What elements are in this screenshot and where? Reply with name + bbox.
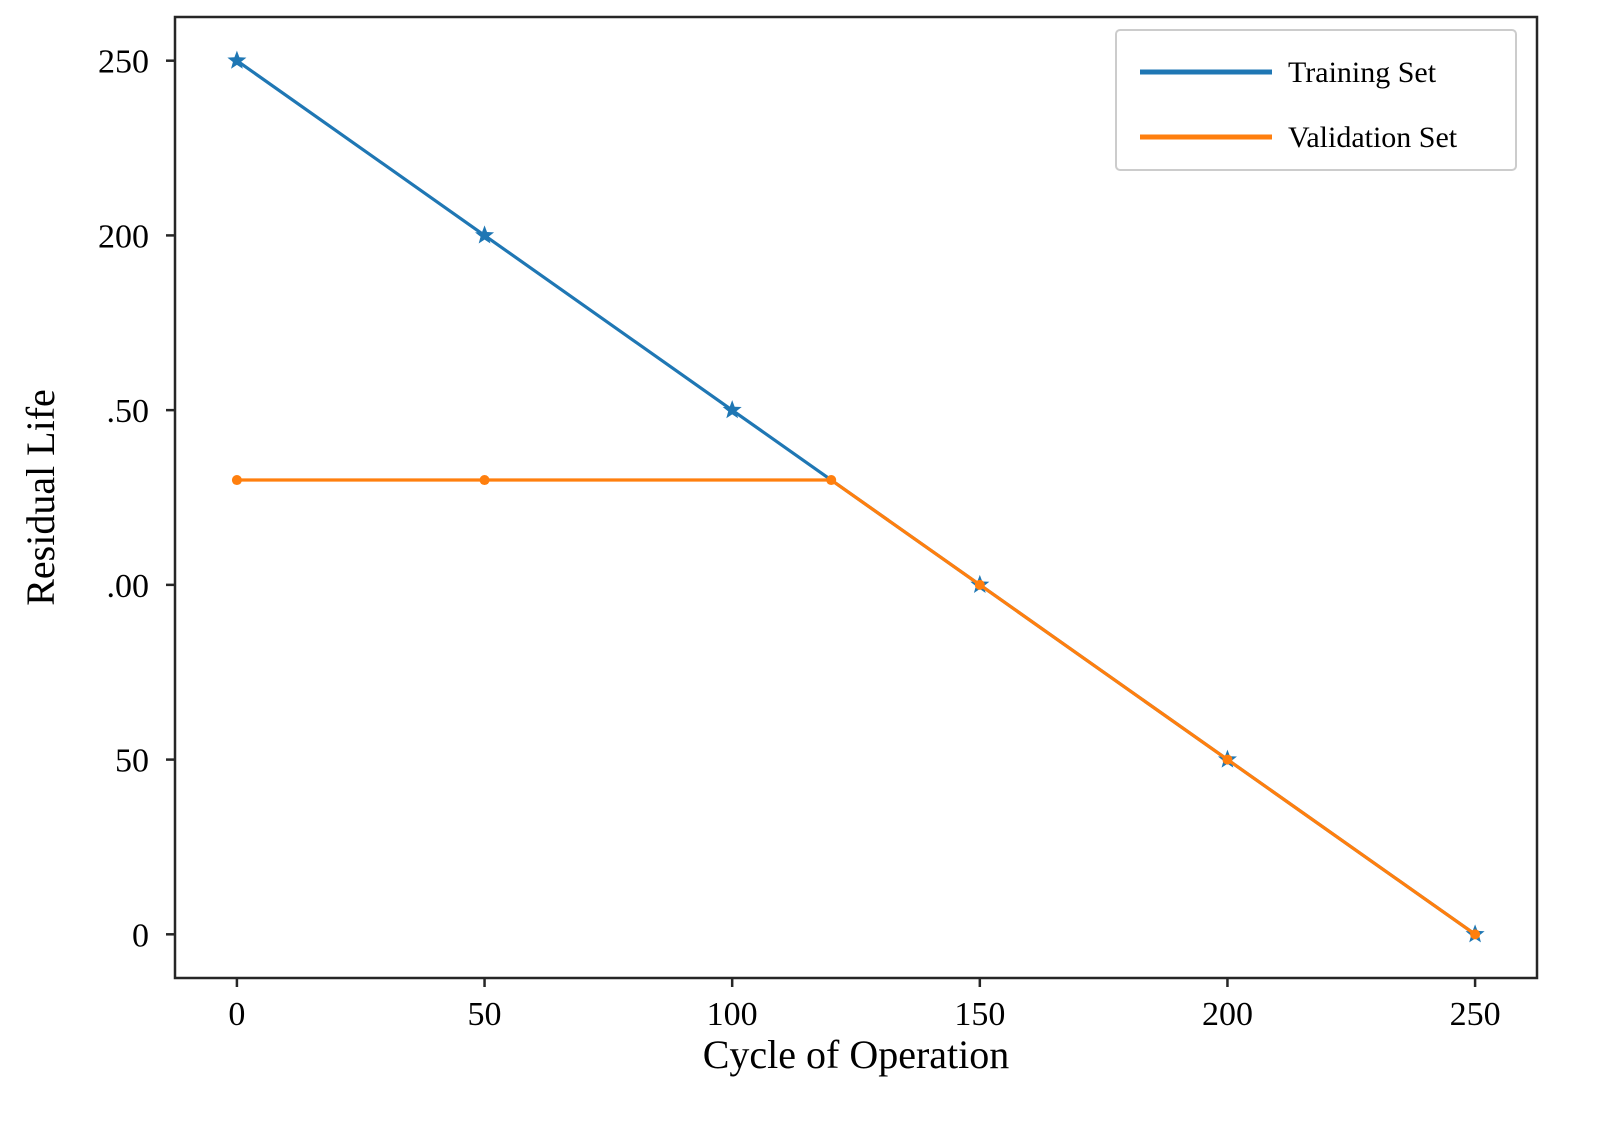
data-point-validation (974, 579, 985, 590)
y-tick-label: .50 (107, 393, 150, 430)
data-point-validation (1222, 754, 1233, 765)
axes-frame (173, 15, 1539, 980)
legend-label: Validation Set (1288, 121, 1458, 154)
data-point-training (227, 50, 247, 69)
axes: 0 50 100 150 200 250 0 50 .00 .50 200 250 (98, 15, 1539, 1033)
x-axis-title: Cycle of Operation (703, 1032, 1010, 1077)
data-point-validation (231, 475, 242, 486)
legend: Training Set Validation Set (1115, 29, 1517, 171)
y-tick-label: 200 (98, 218, 149, 255)
y-tick-label: 0 (132, 917, 149, 954)
series-line-validation-set (236, 478, 1477, 936)
x-tick-label: 100 (707, 996, 758, 1033)
legend-label: Training Set (1288, 56, 1437, 89)
x-tick-label: 250 (1450, 996, 1501, 1033)
y-tick-label: 250 (98, 44, 149, 81)
data-point-validation (479, 475, 490, 486)
data-point-validation (826, 475, 837, 486)
plot-area (227, 50, 1485, 943)
x-tick-label: 200 (1202, 996, 1253, 1033)
data-point-validation (1470, 929, 1481, 940)
x-tick-label: 150 (954, 996, 1005, 1033)
data-point-training (475, 225, 495, 244)
data-point-training (722, 400, 742, 419)
y-tick-label: 50 (115, 743, 149, 780)
x-tick-label: 50 (468, 996, 502, 1033)
y-tick-label: .00 (107, 568, 150, 605)
x-tick-label: 0 (228, 996, 245, 1033)
y-axis-title: Residual Life (18, 389, 63, 606)
